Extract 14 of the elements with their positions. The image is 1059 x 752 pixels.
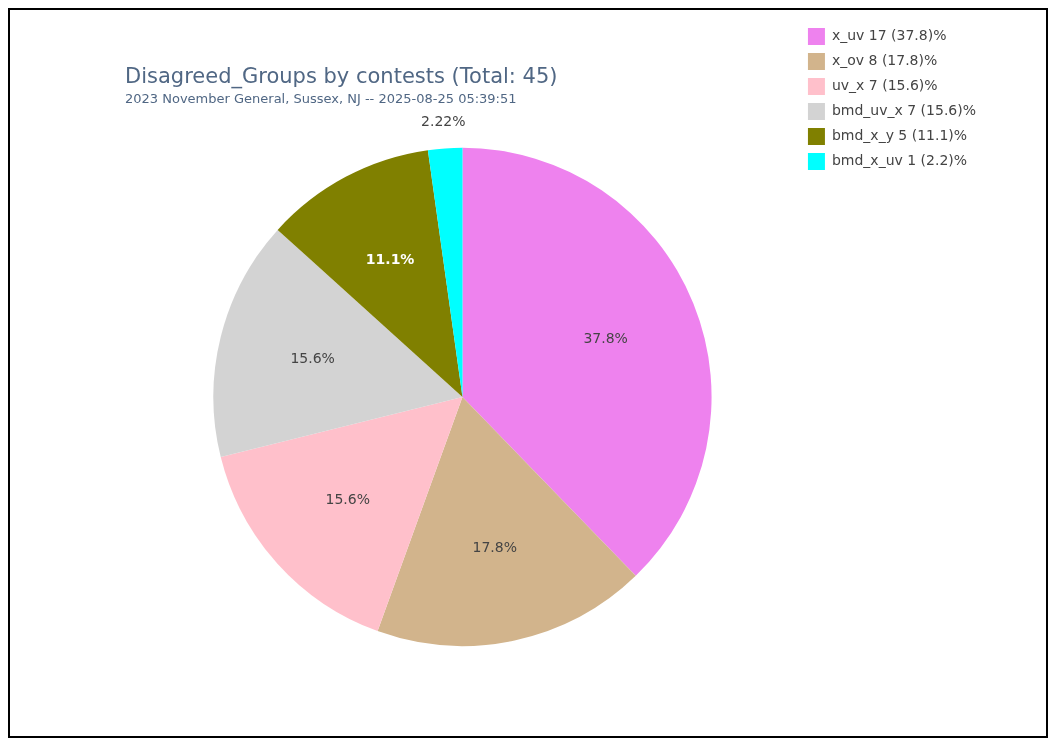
legend-label: x_ov 8 (17.8)% <box>831 52 938 69</box>
data-label: 17.8% <box>472 538 518 555</box>
legend-label: bmd_x_y 5 (11.1)% <box>831 127 968 144</box>
text: Disagreed_Groups by contests (Total: 45) <box>125 64 558 90</box>
legend-label: x_uv 17 (37.8)% <box>831 27 947 44</box>
data-label: 37.8% <box>583 329 628 346</box>
data-label: 2.22% <box>421 113 466 130</box>
data-label: 15.6% <box>290 350 335 367</box>
text: 2023 November General, Sussex, NJ -- 2025-08-25 05:39:51 <box>125 91 517 107</box>
legend-label: bmd_x_uv 1 (2.2)% <box>831 152 968 169</box>
legend-label: uv_x 7 (15.6)% <box>831 77 938 94</box>
data-label: 11.1% <box>365 251 415 268</box>
legend-label: bmd_uv_x 7 (15.6)% <box>831 102 976 119</box>
data-label: 15.6% <box>325 490 370 507</box>
